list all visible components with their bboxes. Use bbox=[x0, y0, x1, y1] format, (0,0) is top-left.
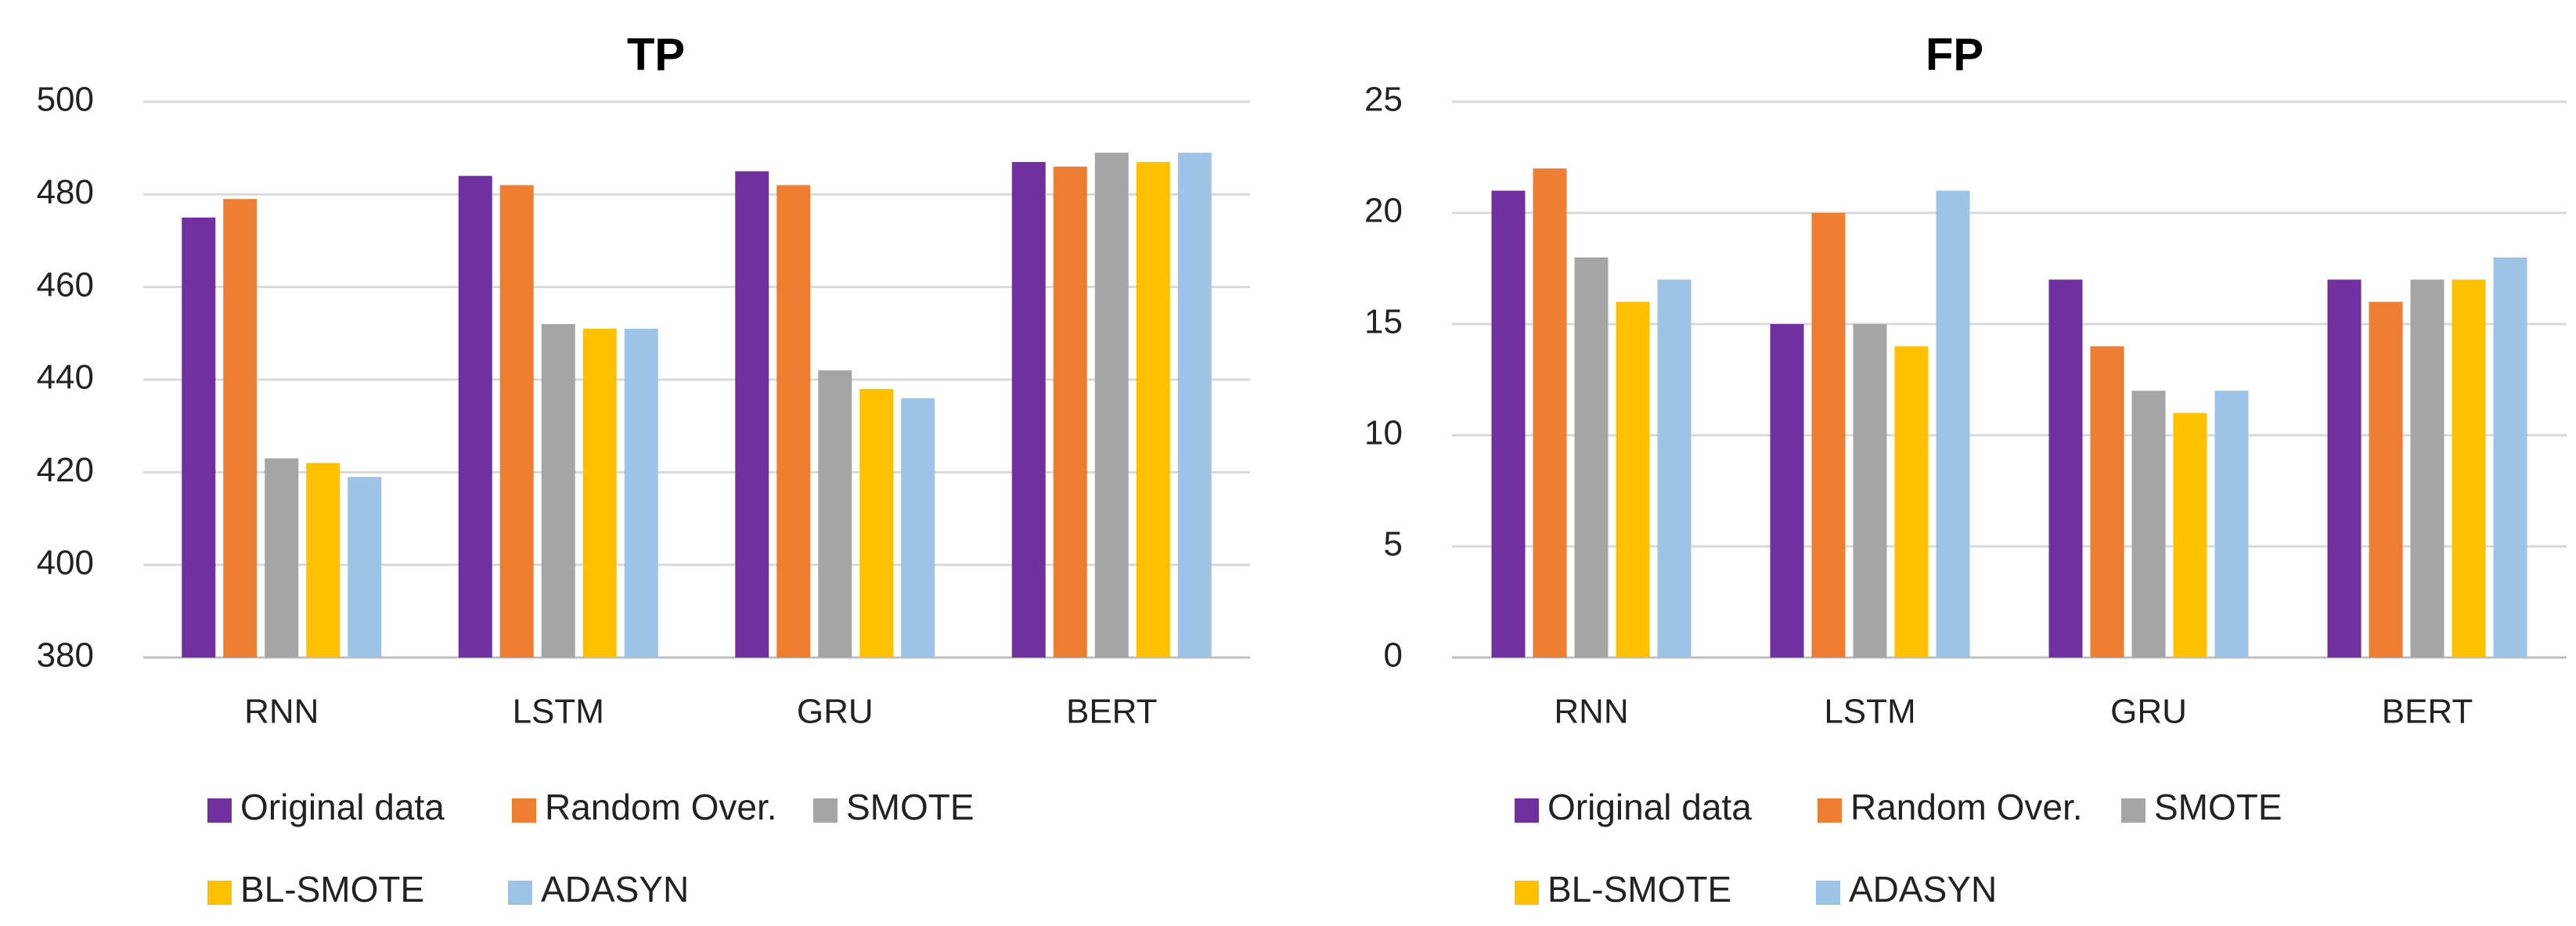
legend-item: BL-SMOTE bbox=[207, 869, 424, 910]
legend-label: BL-SMOTE bbox=[240, 869, 424, 910]
bar-smote-rnn bbox=[1574, 257, 1609, 658]
x-tick-label: BERT bbox=[2382, 693, 2473, 731]
y-tick-label: 20 bbox=[1364, 192, 1403, 230]
legend-swatch bbox=[207, 798, 232, 823]
x-tick-label: RNN bbox=[1554, 693, 1628, 731]
bar-smote-gru bbox=[2131, 391, 2166, 658]
y-tick-label: 420 bbox=[37, 451, 94, 489]
bar-original-data-rnn bbox=[1491, 190, 1526, 658]
legend-swatch bbox=[1818, 798, 1842, 823]
bar-smote-bert bbox=[1094, 153, 1129, 658]
legend-item: BL-SMOTE bbox=[1515, 869, 1731, 910]
y-tick-label: 460 bbox=[37, 265, 94, 304]
y-tick-label: 5 bbox=[1384, 525, 1403, 564]
legend-swatch bbox=[512, 798, 536, 823]
legend-label: Original data bbox=[1547, 787, 1752, 827]
y-tick-label: 440 bbox=[37, 359, 94, 397]
legend-label: SMOTE bbox=[846, 787, 975, 827]
x-tick-label: BERT bbox=[1066, 693, 1158, 731]
legend-label: Original data bbox=[240, 787, 445, 827]
legend-swatch bbox=[2121, 798, 2145, 823]
bar-adasyn-lstm bbox=[1936, 190, 1970, 658]
legend-swatch bbox=[508, 881, 532, 905]
legend-item: ADASYN bbox=[1816, 869, 1997, 910]
y-tick-label: 500 bbox=[37, 81, 94, 119]
legend-label: Random Over. bbox=[1850, 787, 2083, 827]
bar-bl-smote-rnn bbox=[306, 463, 340, 658]
bar-bl-smote-gru bbox=[2173, 413, 2207, 658]
bar-original-data-gru bbox=[2048, 279, 2083, 658]
bar-adasyn-rnn bbox=[348, 477, 382, 658]
y-tick-label: 15 bbox=[1364, 303, 1403, 341]
bar-random-over-bert bbox=[2369, 301, 2403, 658]
x-tick-label: GRU bbox=[797, 693, 874, 731]
bar-smote-lstm bbox=[1853, 324, 1887, 658]
bar-adasyn-bert bbox=[2493, 257, 2527, 658]
x-tick-label: LSTM bbox=[513, 693, 604, 731]
chart-title: TP bbox=[627, 29, 685, 80]
legend-swatch bbox=[207, 881, 232, 905]
legend-item: SMOTE bbox=[2121, 787, 2282, 827]
tp-chart: TP 380 400 420 440 460 480 500 RNN LSTM GRU BERT Ori… bbox=[37, 29, 1250, 910]
y-tick-label: 380 bbox=[37, 636, 94, 675]
bar-smote-lstm bbox=[541, 324, 575, 658]
bar-random-over-lstm bbox=[499, 185, 534, 658]
bar-bl-smote-bert bbox=[1136, 161, 1170, 658]
bar-random-over-gru bbox=[2090, 346, 2124, 658]
legend-label: SMOTE bbox=[2154, 787, 2282, 827]
legend-label: ADASYN bbox=[1849, 869, 1997, 910]
bar-random-over-lstm bbox=[1811, 213, 1846, 658]
y-tick-label: 480 bbox=[37, 173, 94, 211]
x-tick-label: LSTM bbox=[1824, 693, 1915, 731]
legend-label: Random Over. bbox=[545, 787, 777, 827]
legend-item: Random Over. bbox=[512, 787, 777, 827]
legend-label: ADASYN bbox=[541, 869, 689, 910]
bar-bl-smote-lstm bbox=[1894, 346, 1929, 658]
bar-original-data-bert bbox=[1011, 161, 1046, 658]
bar-smote-bert bbox=[2410, 279, 2444, 658]
bar-bl-smote-gru bbox=[859, 388, 894, 658]
bar-bl-smote-bert bbox=[2452, 279, 2486, 658]
bar-random-over-rnn bbox=[1533, 168, 1567, 658]
legend-swatch bbox=[1515, 798, 1539, 823]
x-tick-label: RNN bbox=[244, 693, 319, 731]
legend-item: Original data bbox=[1515, 787, 1752, 827]
legend-item: Random Over. bbox=[1818, 787, 2083, 827]
bar-random-over-bert bbox=[1053, 166, 1087, 658]
bar-original-data-bert bbox=[2327, 279, 2362, 658]
bar-original-data-rnn bbox=[182, 217, 216, 658]
x-tick-label: GRU bbox=[2110, 693, 2187, 731]
bar-bl-smote-rnn bbox=[1616, 301, 1650, 658]
legend-item: ADASYN bbox=[508, 869, 689, 910]
bar-bl-smote-lstm bbox=[582, 328, 617, 658]
y-tick-label: 400 bbox=[37, 543, 94, 582]
legend-swatch bbox=[1515, 881, 1539, 905]
bar-original-data-gru bbox=[735, 171, 769, 658]
legend-swatch bbox=[813, 798, 838, 823]
bar-adasyn-bert bbox=[1177, 153, 1212, 658]
bar-smote-rnn bbox=[265, 458, 299, 658]
legend-item: Original data bbox=[207, 787, 445, 827]
legend-item: SMOTE bbox=[813, 787, 975, 827]
y-tick-label: 10 bbox=[1364, 414, 1403, 452]
y-tick-label: 0 bbox=[1384, 636, 1403, 675]
legend-label: BL-SMOTE bbox=[1547, 869, 1731, 910]
bar-adasyn-rnn bbox=[1657, 279, 1692, 658]
y-tick-label: 25 bbox=[1364, 81, 1403, 119]
bar-original-data-lstm bbox=[458, 175, 492, 658]
bar-adasyn-gru bbox=[901, 398, 935, 658]
bar-original-data-lstm bbox=[1770, 324, 1804, 658]
chart-title: FP bbox=[1926, 29, 1983, 80]
bar-random-over-gru bbox=[776, 185, 811, 658]
bar-adasyn-gru bbox=[2214, 391, 2249, 658]
bar-random-over-rnn bbox=[223, 199, 258, 658]
legend-swatch bbox=[1816, 881, 1840, 905]
fp-chart: FP 0 5 10 15 20 25 RNN LSTM GRU BERT Original data R… bbox=[1364, 29, 2567, 910]
bar-smote-gru bbox=[818, 370, 852, 658]
bar-adasyn-lstm bbox=[624, 328, 658, 658]
